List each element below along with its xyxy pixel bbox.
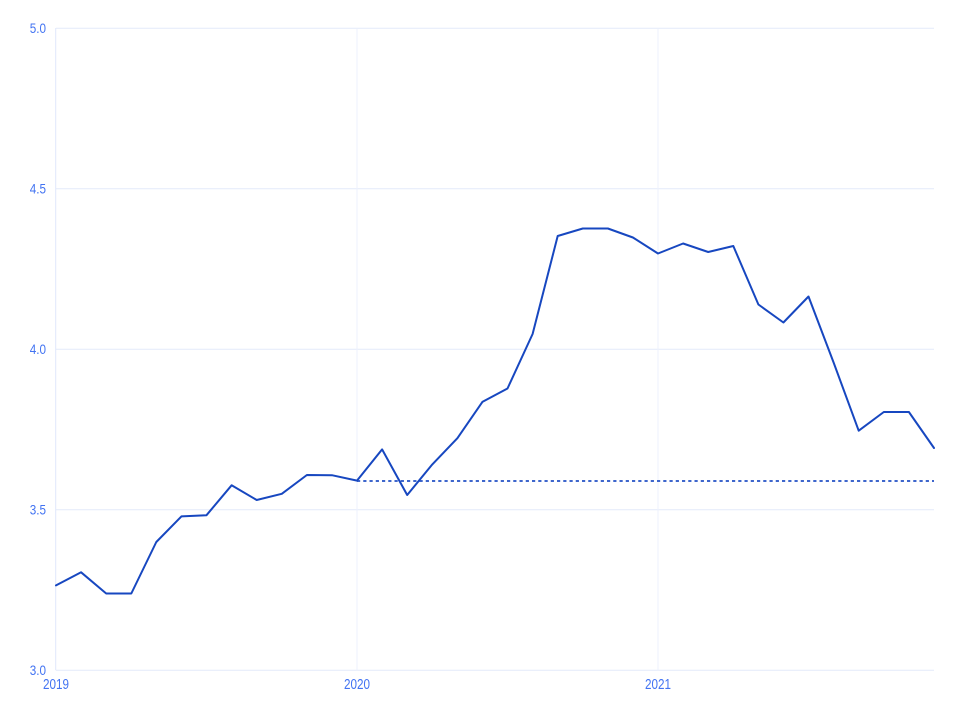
svg-text:2019: 2019 [43, 677, 69, 693]
svg-text:4.5: 4.5 [30, 181, 46, 196]
svg-text:4.0: 4.0 [30, 342, 46, 357]
svg-text:5.0: 5.0 [30, 21, 46, 36]
svg-text:2021: 2021 [645, 677, 671, 693]
svg-text:3.0: 3.0 [30, 663, 46, 678]
svg-text:2020: 2020 [344, 677, 370, 693]
svg-text:3.5: 3.5 [30, 502, 46, 517]
